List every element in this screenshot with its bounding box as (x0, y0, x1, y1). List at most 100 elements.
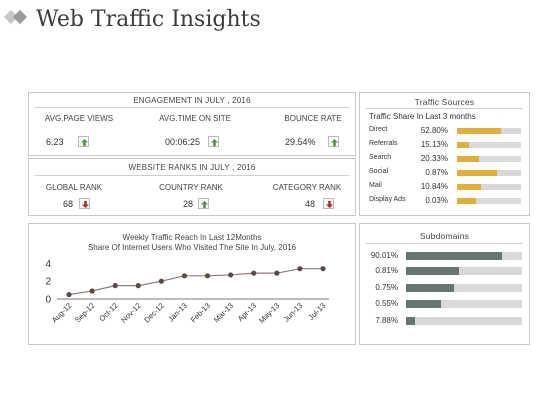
x-tick-label: Jul-13 (307, 301, 328, 322)
traffic-sources-subheading: Traffic Share In Last 3 months (369, 112, 476, 121)
source-name: Referrals (369, 140, 398, 147)
source-row: Referrals 15.13% (360, 140, 531, 152)
chart-subtitle: Share Of Internet Users Who Visited The … (87, 243, 297, 252)
ranks-heading: WEBSITE RANKS IN JULY , 2016 (128, 163, 256, 172)
series-line (68, 268, 323, 296)
subdomain-bar-track (406, 284, 522, 292)
rank-label-category: CATEGORY RANK (272, 183, 342, 192)
subdomain-pct: 0.75% (375, 283, 398, 292)
source-bar-track (457, 156, 521, 162)
subdomain-pct: 0.55% (375, 299, 398, 308)
source-bar-track (457, 198, 521, 204)
trend-down-icon (323, 198, 334, 209)
source-bar-fill (457, 128, 501, 134)
metric-value-bounce-rate: 29.54% (285, 137, 316, 147)
subdomain-row: 90.01% (360, 251, 531, 263)
rank-value-country: 28 (183, 199, 194, 209)
subdomain-row: 0.75% (360, 283, 531, 295)
subdomain-bar-track (406, 252, 522, 260)
divider (366, 108, 523, 109)
engagement-panel: ENGAGEMENT IN JULY , 2016 AVG.PAGE VIEWS… (28, 92, 356, 156)
rank-value-global: 68 (63, 199, 74, 209)
x-tick-label: Aug-12 (50, 301, 73, 324)
source-name: Search (369, 154, 392, 161)
y-tick-label: 0 (45, 295, 51, 306)
subdomain-pct: 7.88% (375, 316, 398, 325)
metric-label-time-on-site: AVG.TIME ON SITE (159, 114, 231, 123)
subdomain-bar-fill (406, 252, 503, 260)
source-pct: 0.03% (425, 196, 448, 205)
data-point (66, 291, 72, 298)
subdomain-row: 0.81% (360, 266, 531, 278)
x-tick-label: Sep-12 (73, 301, 96, 324)
weekly-traffic-chart: 0 2 4 Aug-12 Sep-12 Oct-12 Nov-12 Dec-12 Jan-13 F… (45, 259, 329, 325)
x-tick-label: Feb-13 (189, 301, 212, 324)
traffic-sources-panel: Traffic Sources Traffic Share In Last 3 … (359, 92, 530, 216)
header: Web Traffic Insights (0, 0, 560, 48)
source-name: Direct (369, 126, 388, 133)
chart-title: Weekly Traffic Reach In Last 12Months (122, 233, 262, 242)
data-point (251, 270, 257, 276)
source-bar-fill (457, 184, 482, 190)
weekly-traffic-panel: Weekly Traffic Reach In Last 12Months Sh… (28, 223, 356, 345)
subdomains-heading: Subdomains (419, 231, 470, 241)
source-row: Mail 10.84% (360, 182, 531, 194)
subdomain-pct: 0.81% (375, 266, 398, 275)
rank-value-category: 48 (305, 199, 316, 209)
engagement-heading: ENGAGEMENT IN JULY , 2016 (133, 96, 251, 105)
subdomain-bar-track (406, 267, 522, 275)
source-pct: 10.84% (420, 182, 448, 191)
x-tick-label: Dec-12 (142, 301, 165, 324)
x-tick-label: Nov-12 (119, 301, 142, 324)
metric-value-time-on-site: 00:06:25 (165, 137, 201, 147)
source-pct: 0.87% (425, 168, 448, 177)
source-pct: 15.13% (420, 140, 448, 149)
page-title: Web Traffic Insights (36, 7, 261, 32)
subdomain-bar-fill (406, 317, 416, 325)
subdomain-bar-fill (406, 284, 454, 292)
data-point (297, 266, 303, 272)
data-point (181, 273, 188, 279)
diamond-logo-icon (3, 9, 28, 25)
rank-label-country: COUNTRY RANK (159, 183, 223, 192)
source-bar-fill (457, 170, 498, 176)
y-tick-label: 2 (45, 277, 51, 288)
data-point (89, 288, 95, 294)
subdomain-pct: 90.01% (370, 251, 398, 260)
subdomain-row: 0.55% (360, 299, 531, 311)
source-bar-track (457, 184, 521, 190)
source-name: Social (369, 168, 389, 175)
subdomains-panel: Subdomains 90.01% 0.81% 0.75% 0.55% 7.88… (359, 223, 530, 345)
source-bar-fill (457, 156, 480, 162)
source-row: Search 20.33% (360, 154, 531, 166)
source-pct: 20.33% (420, 154, 448, 163)
subdomain-bar-fill (406, 300, 441, 308)
data-point (112, 283, 118, 289)
y-tick-label: 4 (45, 259, 51, 270)
x-tick-label: Apr-13 (236, 301, 258, 323)
data-point (204, 273, 211, 279)
subdomain-bar-fill (406, 267, 460, 275)
metric-value-page-views: 6.23 (46, 137, 64, 147)
source-bar-track (457, 170, 521, 176)
source-row: Social 0.87% (360, 168, 531, 180)
source-row: Display Ads 0.03% (360, 196, 531, 208)
subdomain-bar-track (406, 317, 522, 325)
x-tick-label: Jan-13 (166, 301, 189, 324)
x-tick-label: May-13 (257, 301, 281, 325)
trend-up-icon (198, 198, 209, 209)
trend-down-icon (79, 198, 90, 209)
subdomain-bar-track (406, 300, 522, 308)
data-point (320, 266, 326, 272)
source-row: Direct 52.80% (360, 126, 531, 138)
source-name: Mail (369, 182, 382, 189)
trend-up-icon (208, 136, 219, 147)
source-bar-fill (457, 198, 477, 204)
source-bar-track (457, 142, 521, 148)
trend-up-icon (78, 136, 89, 147)
data-point (135, 283, 141, 289)
traffic-sources-heading: Traffic Sources (414, 97, 475, 107)
data-point (228, 272, 234, 278)
website-ranks-panel: WEBSITE RANKS IN JULY , 2016 GLOBAL RANK… (28, 158, 356, 216)
source-bar-track (457, 128, 521, 134)
